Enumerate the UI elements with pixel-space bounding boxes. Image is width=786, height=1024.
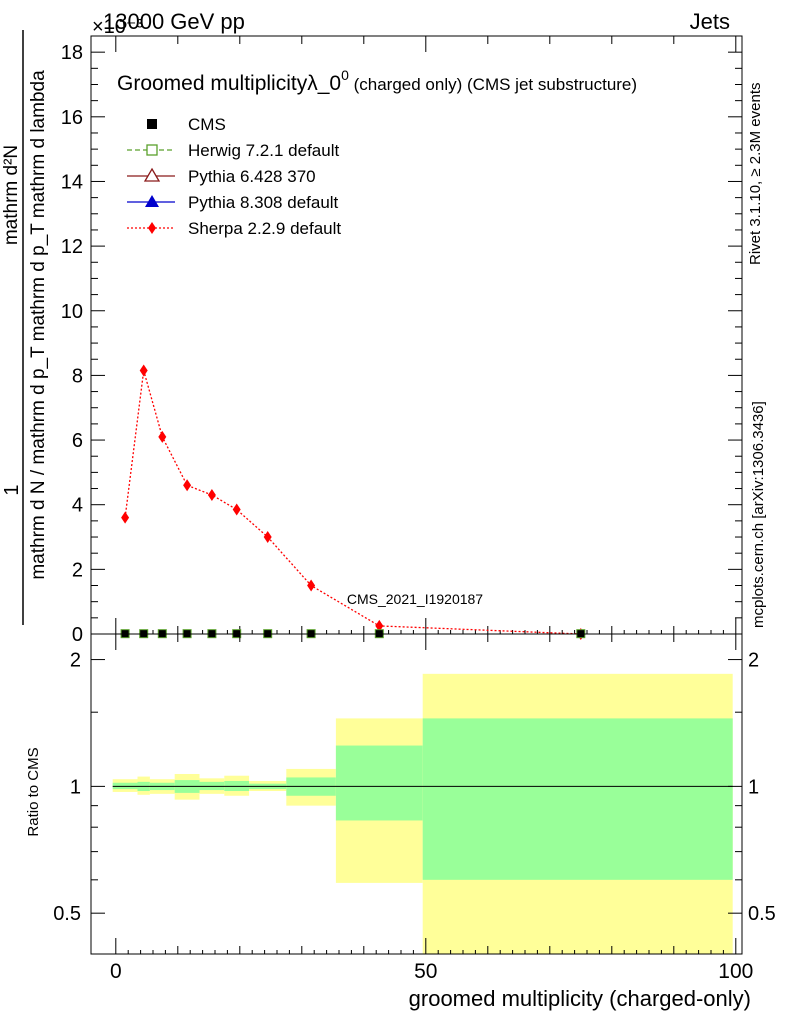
mcplots-label: mcplots.cern.ch [arXiv:1306.3436] <box>750 401 767 628</box>
x-tick-label: 50 <box>414 960 437 983</box>
legend-marker <box>145 195 159 207</box>
sherpa-point <box>183 479 192 492</box>
legend-marker <box>148 222 156 234</box>
legend-label: Pythia 6.428 370 <box>188 167 316 186</box>
sherpa-point <box>263 531 272 544</box>
plot-title-main: Groomed multiplicityλ_0 <box>117 72 341 95</box>
sherpa-point <box>307 579 316 592</box>
sherpa-line <box>124 370 581 635</box>
ratio-y-tick-label: 1 <box>70 776 81 798</box>
y-tick-label: 8 <box>72 365 83 387</box>
y-tick-label: 14 <box>61 171 83 193</box>
ratio-inner-band <box>335 745 423 821</box>
y-tick-label: 12 <box>61 236 83 258</box>
legend-entry: CMS <box>147 115 226 134</box>
ratio-panel: 0.5 0.5 1 1 2 2 0 50 100 <box>53 633 776 983</box>
ratio-y-tick-label-right: 2 <box>748 650 759 672</box>
y-axis-label-top: 1 <box>1 484 23 495</box>
plot-title-suffix: (charged only) (CMS jet substructure) <box>349 75 637 94</box>
analysis-id: CMS_2021_I1920187 <box>347 591 483 607</box>
legend-label: Herwig 7.2.1 default <box>188 141 339 160</box>
legend-marker <box>143 167 161 182</box>
sherpa-point <box>232 503 241 516</box>
legend: CMS Herwig 7.2.1 default Pythia 6.428 370 P… <box>127 115 341 238</box>
sherpa-point <box>375 619 384 632</box>
plot-title: Groomed multiplicityλ_00 (charged only) … <box>117 67 637 95</box>
ratio-y-tick-label-right: 0.5 <box>748 903 776 925</box>
header-right: Jets <box>690 9 730 34</box>
y-tick-label: 2 <box>72 559 83 581</box>
sherpa-point <box>139 364 148 377</box>
legend-marker <box>146 144 158 156</box>
y-axis-label-denominator: mathrm d N / mathrm d p_T mathrm d p_T m… <box>28 70 49 580</box>
sherpa-point <box>121 511 130 524</box>
y-tick-label: 0 <box>72 624 83 646</box>
legend-entry: Sherpa 2.2.9 default <box>127 219 341 238</box>
sherpa-point <box>158 430 167 443</box>
y-tick-label: 10 <box>61 301 83 323</box>
x-tick-label: 100 <box>718 960 753 983</box>
x-axis-label: groomed multiplicity (charged-only) <box>409 986 751 1011</box>
ratio-y-label: Ratio to CMS <box>25 747 42 836</box>
legend-label: Sherpa 2.2.9 default <box>188 219 341 238</box>
x-tick-label: 0 <box>110 960 122 983</box>
ratio-frame <box>90 633 743 955</box>
ratio-y-tick-label-right: 1 <box>748 776 759 798</box>
rivet-label: Rivet 3.1.10, ≥ 2.3M events <box>747 83 764 266</box>
y-tick-label: 4 <box>72 495 83 517</box>
main-y-axis: 0 2 4 6 8 10 12 14 16 18 <box>61 42 742 646</box>
sherpa-point <box>207 489 216 502</box>
header-exponent: ×10⁻³ <box>92 16 143 38</box>
ratio-y-tick-label: 2 <box>70 650 81 672</box>
y-axis-label-numerator: mathrm d²N <box>1 145 22 245</box>
ratio-y-tick-label: 0.5 <box>53 903 81 925</box>
ratio-y-axis: 0.5 0.5 1 1 2 2 <box>53 650 776 926</box>
plot-title-sup: 0 <box>341 67 349 83</box>
ratio-x-axis: 0 50 100 <box>110 634 753 983</box>
legend-entry: Pythia 8.308 default <box>127 193 339 212</box>
legend-label: Pythia 8.308 default <box>188 193 339 212</box>
legend-label: CMS <box>188 115 226 134</box>
legend-entry: Pythia 6.428 370 <box>127 167 316 186</box>
ratio-inner-band <box>422 718 733 880</box>
y-tick-label: 6 <box>72 430 83 452</box>
y-tick-label: 16 <box>61 107 83 129</box>
legend-entry: Herwig 7.2.1 default <box>127 141 339 160</box>
ratio-bands <box>112 673 733 954</box>
legend-marker <box>147 119 157 129</box>
y-tick-label: 18 <box>61 42 83 64</box>
header-left: 13000 GeV pp <box>103 9 245 34</box>
